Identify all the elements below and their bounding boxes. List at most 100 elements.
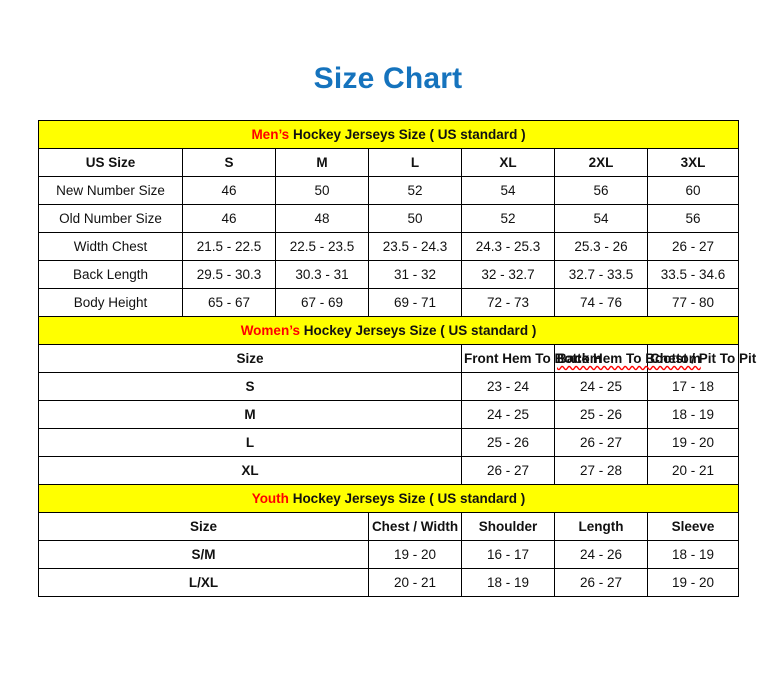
column-header-mens-4: XL	[461, 148, 555, 177]
cell-youth-0-3: 18 - 19	[647, 540, 739, 569]
row-label-mens-1: Old Number Size	[38, 204, 183, 233]
cell-mens-1-2: 50	[368, 204, 462, 233]
column-header-label: Chest / Width	[371, 519, 459, 534]
cell-womens-1-2: 18 - 19	[647, 400, 739, 429]
column-header-youth-0: Size	[38, 512, 369, 541]
cell-youth-0-0: 19 - 20	[368, 540, 462, 569]
cell-mens-4-1: 67 - 69	[275, 288, 369, 317]
size-chart-table-wrapper: Men’s Hockey Jerseys Size ( US standard …	[38, 120, 756, 597]
cell-mens-0-3: 54	[461, 176, 555, 205]
table-row: Old Number Size 46 48 50 52 54 56	[38, 204, 739, 233]
cell-mens-4-3: 72 - 73	[461, 288, 555, 317]
row-label-mens-2: Width Chest	[38, 232, 183, 261]
section-header-rest-womens: Hockey Jerseys Size ( US standard )	[299, 323, 537, 338]
section-header-row-youth: Youth Hockey Jerseys Size ( US standard …	[38, 484, 739, 513]
cell-womens-3-2: 20 - 21	[647, 456, 739, 485]
column-header-youth-1: Chest / Width	[368, 512, 462, 541]
cell-mens-2-2: 23.5 - 24.3	[368, 232, 462, 261]
cell-womens-0-0: 23 - 24	[461, 372, 555, 401]
column-header-womens-0: Size	[38, 344, 462, 373]
cell-womens-2-2: 19 - 20	[647, 428, 739, 457]
row-label-womens-3: XL	[38, 456, 462, 485]
section-header-womens: Women’s Hockey Jerseys Size ( US standar…	[38, 316, 739, 345]
cell-youth-0-1: 16 - 17	[461, 540, 555, 569]
table-row: S/M 19 - 20 16 - 17 24 - 26 18 - 19	[38, 540, 739, 569]
cell-womens-0-2: 17 - 18	[647, 372, 739, 401]
table-row: New Number Size 46 50 52 54 56 60	[38, 176, 739, 205]
cell-mens-0-1: 50	[275, 176, 369, 205]
page-title: Size Chart	[313, 62, 463, 95]
column-header-womens-3: Chest / Pit To Pit	[647, 344, 756, 373]
section-header-accent-mens: Men’s	[251, 127, 290, 142]
cell-mens-3-4: 32.7 - 33.5	[554, 260, 648, 289]
cell-mens-3-5: 33.5 - 34.6	[647, 260, 739, 289]
cell-mens-0-4: 56	[554, 176, 648, 205]
table-row: M 24 - 25 25 - 26 18 - 19	[38, 400, 739, 429]
cell-mens-0-0: 46	[182, 176, 276, 205]
cell-mens-3-3: 32 - 32.7	[461, 260, 555, 289]
cell-womens-1-0: 24 - 25	[461, 400, 555, 429]
cell-mens-2-0: 21.5 - 22.5	[182, 232, 276, 261]
cell-mens-1-5: 56	[647, 204, 739, 233]
cell-mens-3-1: 30.3 - 31	[275, 260, 369, 289]
column-header-label: Size	[236, 351, 264, 366]
cell-mens-2-1: 22.5 - 23.5	[275, 232, 369, 261]
column-header-row-mens: US Size S M L XL 2XL 3XL	[38, 148, 739, 177]
section-header-youth: Youth Hockey Jerseys Size ( US standard …	[38, 484, 739, 513]
table-row: Width Chest 21.5 - 22.5 22.5 - 23.5 23.5 - …	[38, 232, 739, 261]
column-header-label: 2XL	[588, 155, 614, 170]
cell-womens-3-0: 26 - 27	[461, 456, 555, 485]
column-header-label: S	[224, 155, 234, 170]
column-header-label: M	[316, 155, 328, 170]
table-row: Back Length 29.5 - 30.3 30.3 - 31 31 - 32 32…	[38, 260, 739, 289]
cell-mens-2-5: 26 - 27	[647, 232, 739, 261]
column-header-mens-5: 2XL	[554, 148, 648, 177]
section-header-rest-mens: Hockey Jerseys Size ( US standard )	[289, 127, 526, 142]
cell-mens-0-5: 60	[647, 176, 739, 205]
column-header-row-youth: Size Chest / Width Shoulder Length Sleeve	[38, 512, 739, 541]
cell-womens-1-1: 25 - 26	[554, 400, 648, 429]
row-label-womens-1: M	[38, 400, 462, 429]
cell-womens-2-1: 26 - 27	[554, 428, 648, 457]
row-label-womens-0: S	[38, 372, 462, 401]
column-header-label: US Size	[85, 155, 136, 170]
cell-mens-3-0: 29.5 - 30.3	[182, 260, 276, 289]
row-label-mens-4: Body Height	[38, 288, 183, 317]
column-header-label: Chest / Pit To Pit	[650, 351, 757, 366]
column-header-mens-1: S	[182, 148, 276, 177]
section-header-mens: Men’s Hockey Jerseys Size ( US standard …	[38, 120, 739, 149]
table-row: S 23 - 24 24 - 25 17 - 18	[38, 372, 739, 401]
cell-mens-1-0: 46	[182, 204, 276, 233]
size-chart-table: Men’s Hockey Jerseys Size ( US standard …	[38, 120, 756, 597]
row-label-mens-0: New Number Size	[38, 176, 183, 205]
row-label-mens-3: Back Length	[38, 260, 183, 289]
section-header-accent-youth: Youth	[251, 491, 289, 506]
column-header-label: Size	[189, 519, 217, 534]
cell-mens-2-4: 25.3 - 26	[554, 232, 648, 261]
cell-mens-4-4: 74 - 76	[554, 288, 648, 317]
cell-womens-3-1: 27 - 28	[554, 456, 648, 485]
section-header-accent-womens: Women’s	[240, 323, 300, 338]
cell-youth-1-3: 19 - 20	[647, 568, 739, 597]
cell-mens-1-3: 52	[461, 204, 555, 233]
cell-mens-0-2: 52	[368, 176, 462, 205]
table-row: XL 26 - 27 27 - 28 20 - 21	[38, 456, 739, 485]
row-label-womens-2: L	[38, 428, 462, 457]
column-header-mens-3: L	[368, 148, 462, 177]
column-header-womens-1: Front Hem To Bottom	[461, 344, 602, 373]
column-header-youth-2: Shoulder	[461, 512, 555, 541]
cell-mens-2-3: 24.3 - 25.3	[461, 232, 555, 261]
column-header-row-womens: Size Front Hem To Bottom Back Hem To Boott…	[38, 344, 756, 373]
cell-youth-1-1: 18 - 19	[461, 568, 555, 597]
column-header-label: 3XL	[680, 155, 706, 170]
column-header-mens-0: US Size	[38, 148, 183, 177]
cell-youth-1-2: 26 - 27	[554, 568, 648, 597]
section-header-row-womens: Women’s Hockey Jerseys Size ( US standar…	[38, 316, 739, 345]
table-row: L 25 - 26 26 - 27 19 - 20	[38, 428, 739, 457]
cell-womens-0-1: 24 - 25	[554, 372, 648, 401]
cell-mens-1-1: 48	[275, 204, 369, 233]
column-header-label: Shoulder	[478, 519, 538, 534]
row-label-youth-1: L/XL	[38, 568, 369, 597]
column-header-label: Sleeve	[671, 519, 715, 534]
